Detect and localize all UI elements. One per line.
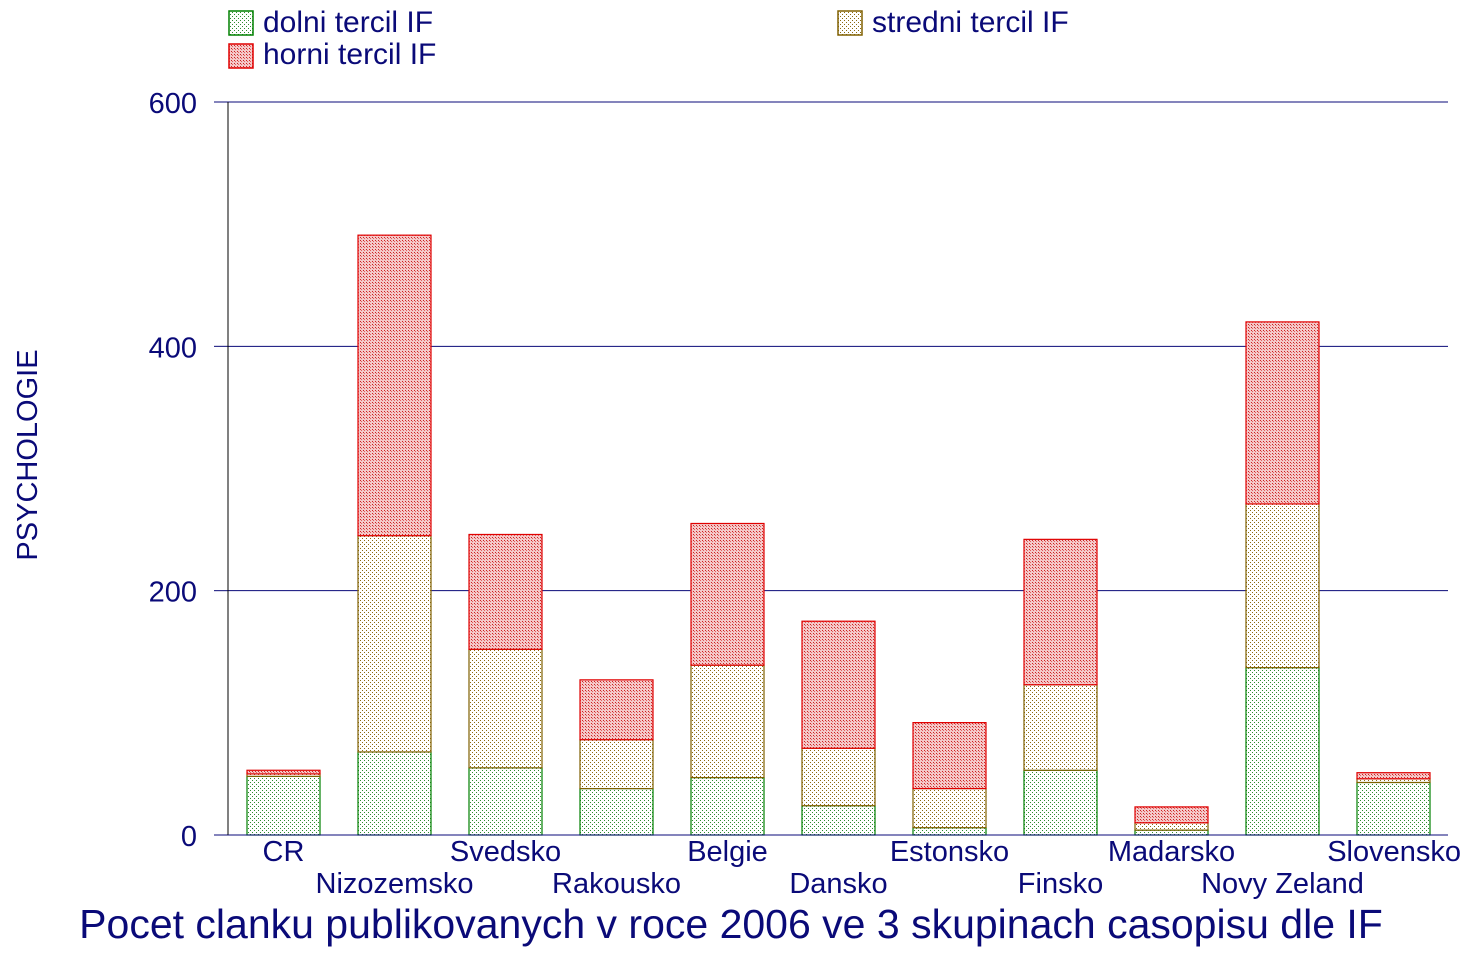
y-tick-label: 600 — [149, 88, 197, 120]
bar-segment-horni — [801, 620, 876, 749]
bar-segment-dolni — [246, 775, 321, 836]
bar-segment-dolni — [468, 767, 543, 836]
bar-stack — [1134, 806, 1209, 836]
x-category-label: Dansko — [789, 868, 887, 900]
legend-item-horni: horni tercil IF — [228, 38, 436, 71]
legend-label-horni: horni tercil IF — [263, 38, 436, 71]
x-category-label: Novy Zeland — [1201, 868, 1364, 900]
legend-item-dolni: dolni tercil IF — [228, 6, 433, 39]
bars — [246, 234, 1431, 836]
bar-segment-stredni — [690, 664, 765, 779]
bar-segment-horni — [690, 522, 765, 666]
x-category-label: Nizozemsko — [316, 868, 474, 900]
legend-swatch-stredni — [837, 10, 863, 36]
bar-stack — [801, 620, 876, 836]
x-category-label: Rakousko — [552, 868, 681, 900]
bar-segment-stredni — [357, 535, 432, 753]
bar-segment-stredni — [912, 787, 987, 829]
bar-stack — [690, 522, 765, 836]
x-category-label: Slovensko — [1327, 836, 1461, 868]
bar-stack — [1356, 772, 1431, 836]
bar-stack — [468, 533, 543, 836]
bar-stack — [246, 769, 321, 836]
y-axis-title: PSYCHOLOGIE — [12, 349, 44, 560]
bar-segment-horni — [468, 533, 543, 650]
x-category-label: Finsko — [1018, 868, 1103, 900]
bar-segment-dolni — [1245, 667, 1320, 836]
bar-segment-dolni — [912, 827, 987, 836]
legend-item-stredni: stredni tercil IF — [837, 6, 1069, 39]
bar-segment-horni — [579, 679, 654, 741]
chart-title: Pocet clanku publikovanych v roce 2006 v… — [79, 901, 1383, 947]
bar-stack — [1245, 321, 1320, 836]
bar-segment-horni — [1245, 321, 1320, 505]
bar-segment-stredni — [1245, 503, 1320, 669]
bar-segment-dolni — [579, 787, 654, 836]
bar-segment-dolni — [801, 805, 876, 836]
bar-segment-horni — [246, 769, 321, 775]
legend-swatch-horni — [228, 43, 254, 69]
bar-segment-horni — [357, 234, 432, 537]
bar-segment-stredni — [1023, 684, 1098, 771]
bar-segment-stredni — [1134, 822, 1209, 831]
legend: dolni tercil IF stredni tercil IF horni … — [228, 6, 1069, 71]
bar-stack — [912, 722, 987, 836]
bar-segment-horni — [1134, 806, 1209, 824]
bar-segment-horni — [912, 722, 987, 790]
x-category-label: Belgie — [687, 836, 768, 868]
bar-segment-dolni — [1134, 829, 1209, 836]
bar-segment-stredni — [579, 739, 654, 790]
bar-stack — [357, 234, 432, 836]
x-category-label: CR — [263, 836, 305, 868]
legend-label-stredni: stredni tercil IF — [872, 6, 1069, 39]
y-axis-ticks: 0 200 400 600 — [149, 88, 228, 853]
bar-segment-horni — [1356, 772, 1431, 780]
x-category-label: Madarsko — [1108, 836, 1235, 868]
axes — [227, 102, 1448, 836]
y-tick-label: 200 — [149, 577, 197, 609]
x-category-label: Svedsko — [450, 836, 561, 868]
legend-swatch-dolni — [228, 10, 254, 36]
legend-label-dolni: dolni tercil IF — [263, 6, 433, 39]
bar-segment-dolni — [1356, 781, 1431, 836]
bar-stack — [579, 679, 654, 836]
bar-segment-dolni — [1023, 769, 1098, 836]
bar-segment-dolni — [357, 751, 432, 836]
bar-stack — [1023, 538, 1098, 836]
bar-segment-stredni — [801, 747, 876, 807]
x-category-label: Estonsko — [890, 836, 1009, 868]
y-tick-label: 0 — [181, 821, 197, 853]
bar-segment-horni — [1023, 538, 1098, 686]
y-tick-label: 400 — [149, 332, 197, 364]
bar-segment-dolni — [690, 776, 765, 836]
bar-segment-stredni — [468, 648, 543, 769]
